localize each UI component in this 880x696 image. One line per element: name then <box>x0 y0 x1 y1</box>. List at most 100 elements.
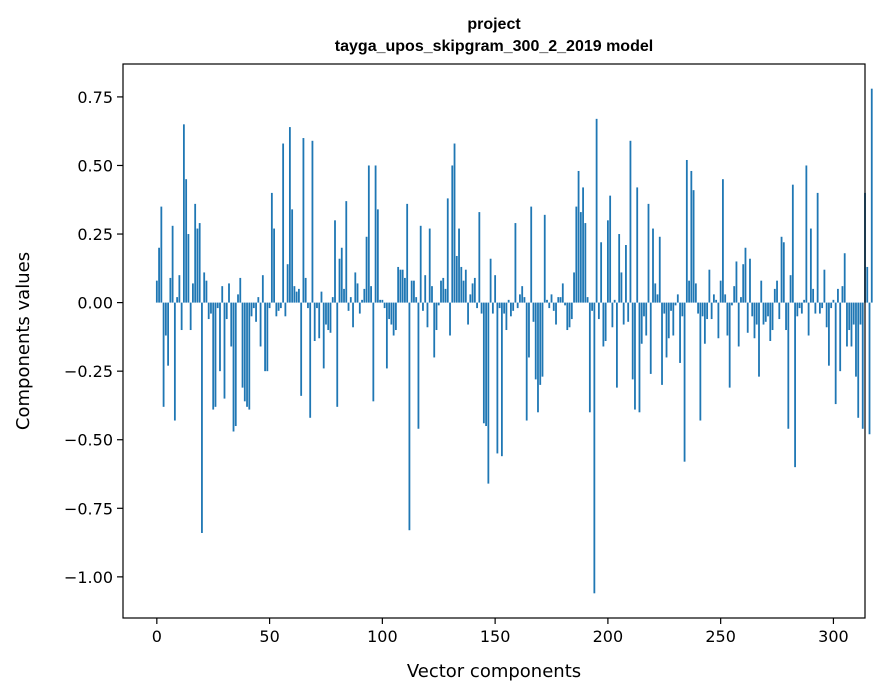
bar-143 <box>478 212 481 303</box>
bar-170 <box>539 302 542 385</box>
bar-272 <box>769 302 772 341</box>
bar-1 <box>158 247 160 303</box>
bar-230 <box>674 302 677 306</box>
bar-104 <box>390 302 393 325</box>
x-tick-label: 100 <box>367 627 398 646</box>
bar-196 <box>597 302 600 320</box>
bar-76 <box>327 302 330 331</box>
bar-218 <box>647 203 650 303</box>
bar-146 <box>485 302 487 427</box>
bar-300 <box>832 299 835 303</box>
bar-293 <box>816 192 819 303</box>
bar-254 <box>728 302 731 388</box>
y-tick-label: 0.50 <box>77 156 113 175</box>
bar-132 <box>453 143 456 303</box>
y-axis-label: Components values <box>13 252 34 430</box>
bar-195 <box>595 118 598 303</box>
x-tick-label: 150 <box>480 627 511 646</box>
bar-256 <box>733 286 736 303</box>
bar-264 <box>751 302 754 317</box>
bar-101 <box>383 302 386 309</box>
bar-25 <box>212 302 215 410</box>
bar-287 <box>803 299 805 303</box>
bar-106 <box>394 302 397 331</box>
bar-290 <box>809 228 812 303</box>
bar-223 <box>658 236 661 303</box>
bar-246 <box>710 302 713 320</box>
bar-183 <box>568 302 571 328</box>
bar-163 <box>523 297 526 303</box>
bar-295 <box>821 302 824 309</box>
bar-153 <box>500 302 503 457</box>
bar-174 <box>548 302 551 309</box>
bar-241 <box>699 302 702 421</box>
bar-191 <box>586 297 589 303</box>
bar-141 <box>473 277 476 303</box>
y-tick-label: −0.50 <box>64 431 113 450</box>
bar-69 <box>311 140 314 303</box>
bar-292 <box>814 302 817 314</box>
bar-187 <box>577 170 580 303</box>
bar-99 <box>379 299 381 303</box>
bar-118 <box>422 302 424 311</box>
bar-7 <box>171 225 174 303</box>
bar-198 <box>602 302 605 347</box>
bar-62 <box>295 291 298 303</box>
bar-71 <box>316 302 318 309</box>
bar-251 <box>722 179 724 303</box>
bar-269 <box>762 302 765 325</box>
bar-72 <box>318 302 321 339</box>
bar-265 <box>753 302 756 339</box>
bar-224 <box>661 302 663 385</box>
bar-176 <box>552 302 555 311</box>
x-tick-label: 250 <box>705 627 736 646</box>
bar-286 <box>800 302 803 314</box>
bar-135 <box>460 266 463 303</box>
bar-235 <box>685 159 688 303</box>
bar-216 <box>643 302 645 317</box>
bar-142 <box>476 302 478 309</box>
bar-63 <box>298 288 300 303</box>
bar-250 <box>719 280 722 303</box>
bar-152 <box>498 302 501 309</box>
bar-88 <box>354 272 357 303</box>
bar-73 <box>320 291 323 303</box>
bar-121 <box>428 228 431 303</box>
bar-249 <box>717 302 720 339</box>
bar-203 <box>613 299 616 303</box>
bar-306 <box>846 302 848 347</box>
bar-117 <box>419 225 422 303</box>
bar-45 <box>257 297 260 303</box>
bar-113 <box>410 280 413 303</box>
bar-197 <box>600 242 603 303</box>
bar-156 <box>507 299 510 303</box>
bars-group <box>155 88 873 594</box>
bar-46 <box>259 302 262 347</box>
bar-109 <box>401 269 404 303</box>
bar-221 <box>654 283 657 303</box>
bar-213 <box>636 187 639 303</box>
bar-19 <box>198 223 201 303</box>
bar-80 <box>336 302 339 407</box>
y-tick-label: 0.25 <box>77 225 113 244</box>
bar-175 <box>550 294 553 303</box>
bar-248 <box>715 299 718 303</box>
bar-257 <box>735 261 738 303</box>
bar-79 <box>334 220 336 303</box>
bar-280 <box>787 302 790 429</box>
bar-51 <box>270 192 273 303</box>
bar-289 <box>807 302 810 336</box>
bar-21 <box>203 272 206 303</box>
bar-226 <box>665 302 668 358</box>
bar-239 <box>694 283 697 303</box>
x-tick-label: 50 <box>259 627 279 646</box>
bar-18 <box>196 228 199 303</box>
bar-37 <box>239 277 242 303</box>
bar-126 <box>440 280 442 303</box>
bar-98 <box>376 209 379 303</box>
bar-14 <box>187 234 190 303</box>
bar-31 <box>225 302 228 320</box>
bar-138 <box>467 302 469 325</box>
bar-43 <box>252 302 255 309</box>
